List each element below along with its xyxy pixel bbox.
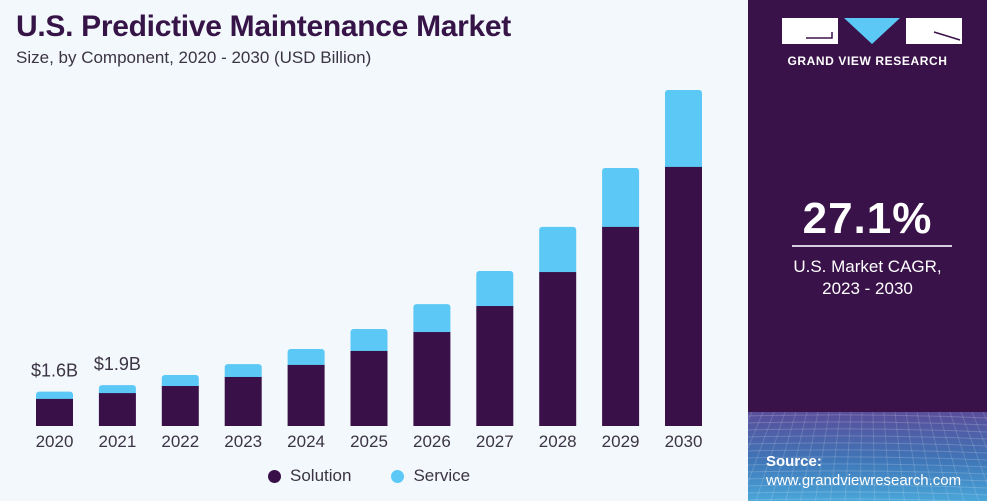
- bar-group-2024: 2024: [287, 349, 325, 451]
- bar-solution-2023: [224, 376, 262, 426]
- legend-solution-swatch: [268, 469, 281, 483]
- cagr-label: U.S. Market CAGR, 2023 - 2030: [748, 256, 987, 300]
- bar-solution-2025: [350, 350, 388, 426]
- x-tick-label: 2024: [287, 432, 325, 451]
- bar-service-2022: [161, 375, 199, 390]
- source: Source: www.grandviewresearch.com: [766, 452, 961, 490]
- bar-group-2029: 2029: [602, 168, 640, 451]
- data-label-2020: $1.6B: [31, 361, 78, 381]
- legend: Solution Service: [268, 466, 510, 486]
- x-tick-label: 2020: [36, 432, 74, 451]
- bar-group-2025: 2025: [350, 329, 388, 451]
- legend-solution-label: Solution: [290, 466, 352, 485]
- chart-title: U.S. Predictive Maintenance Market: [16, 10, 511, 43]
- bar-group-2020: 2020: [36, 391, 74, 451]
- bar-service-2027: [476, 270, 514, 310]
- bar-group-2027: 2027: [476, 270, 514, 451]
- x-tick-label: 2021: [98, 432, 136, 451]
- bar-service-2024: [287, 349, 325, 368]
- bar-group-2023: 2023: [224, 364, 262, 451]
- cagr-value: 27.1%: [802, 194, 933, 243]
- legend-service-label: Service: [413, 466, 471, 485]
- bar-group-2022: 2022: [161, 375, 199, 451]
- legend-item-service: Service: [391, 466, 470, 486]
- bar-solution-2030: [665, 166, 702, 427]
- cagr-label-line1: U.S. Market CAGR,: [793, 257, 942, 276]
- bar-solution-2022: [161, 386, 199, 426]
- mesh-background: [748, 412, 987, 501]
- data-label-2021: $1.9B: [94, 354, 141, 374]
- legend-item-solution: Solution: [268, 466, 351, 486]
- bar-solution-2020: [36, 398, 73, 426]
- x-tick-label: 2025: [350, 432, 388, 451]
- x-tick-label: 2022: [161, 432, 199, 451]
- bar-group-2021: 2021: [98, 385, 136, 451]
- x-tick-label: 2028: [539, 432, 577, 451]
- bar-solution-2026: [413, 332, 451, 426]
- chart-area: U.S. Predictive Maintenance Market Size,…: [16, 10, 703, 486]
- bar-service-2025: [350, 329, 388, 354]
- bar-chart: 2020 2021 2022 2023 2024 2025 2026 2027 2028 2029…: [31, 89, 703, 451]
- cagr-label-line2: 2023 - 2030: [822, 279, 913, 298]
- bar-solution-2027: [476, 306, 514, 426]
- bar-solution-2021: [98, 393, 136, 426]
- side-panel: GRAND VIEW RESEARCH 27.1% U.S. Market CA…: [748, 0, 987, 501]
- bar-group-2026: 2026: [413, 304, 451, 451]
- source-label: Source:: [766, 453, 822, 470]
- legend-service-swatch: [391, 469, 405, 483]
- x-tick-label: 2023: [224, 432, 262, 451]
- divider: [792, 245, 952, 247]
- brand-name: GRAND VIEW RESEARCH: [787, 54, 948, 68]
- x-tick-label: 2029: [602, 432, 640, 451]
- x-tick-label: 2030: [665, 432, 703, 451]
- gvr-logo-icon: [782, 18, 962, 44]
- bar-solution-2028: [539, 272, 577, 426]
- x-tick-label: 2027: [476, 432, 514, 451]
- bar-solution-2024: [287, 364, 325, 426]
- source-url[interactable]: www.grandviewresearch.com: [766, 472, 962, 489]
- chart-subtitle: Size, by Component, 2020 - 2030 (USD Bil…: [16, 48, 372, 67]
- bar-service-2026: [413, 304, 451, 336]
- bar-group-2030: 2030: [665, 89, 703, 451]
- bar-service-2028: [539, 226, 577, 276]
- bar-solution-2029: [602, 226, 640, 426]
- bar-service-2023: [224, 364, 262, 380]
- bar-service-2029: [602, 168, 640, 230]
- x-tick-label: 2026: [413, 432, 451, 451]
- bar-group-2028: 2028: [539, 226, 577, 451]
- bar-service-2030: [665, 89, 702, 170]
